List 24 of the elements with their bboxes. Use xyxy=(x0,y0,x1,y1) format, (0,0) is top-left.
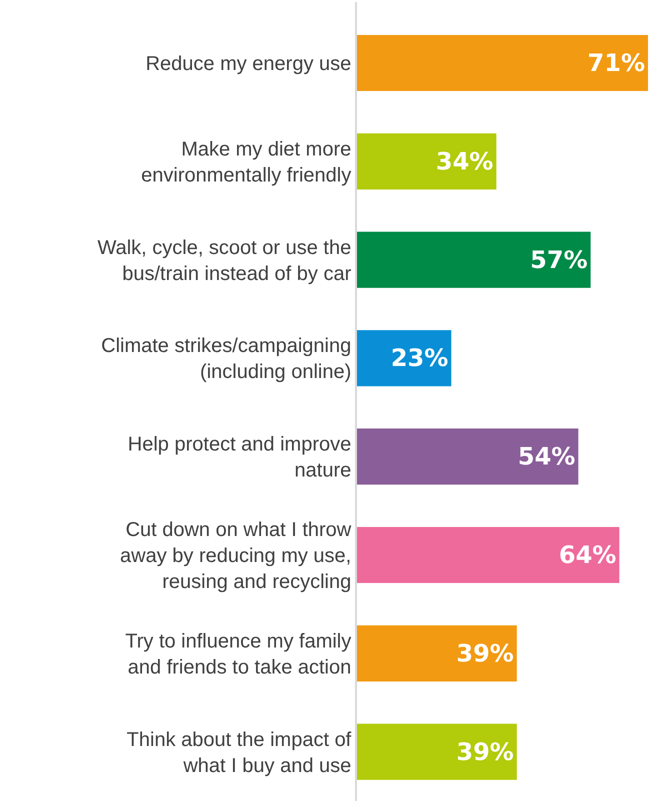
data-label: 39% xyxy=(456,738,514,766)
data-label: 64% xyxy=(558,541,616,570)
data-label: 23% xyxy=(390,344,448,372)
bar xyxy=(357,133,496,190)
bar xyxy=(357,526,620,584)
y-tick-label: Think about the impact of what I buy and use xyxy=(126,728,352,777)
data-label: 39% xyxy=(456,639,514,668)
bar xyxy=(357,330,452,386)
y-tick-label: Walk, cycle, scoot or use the bus/train instead of by car xyxy=(97,236,352,285)
y-tick-label: Help protect and improve nature xyxy=(128,434,352,482)
y-tick-label: Reduce my energy use xyxy=(146,53,352,76)
bar xyxy=(357,428,578,485)
y-tick-label: Cut down on what I throw away by reducing my use, reusing and recycling xyxy=(120,519,352,593)
data-label: 54% xyxy=(518,442,576,471)
y-tick-label: Climate strikes/campaigning (including online) xyxy=(101,335,352,384)
y-tick-label: Make my diet more environmentally friendly xyxy=(141,138,352,186)
bar xyxy=(357,34,648,92)
bar xyxy=(357,625,517,682)
bar xyxy=(357,724,517,780)
data-label: 71% xyxy=(588,49,645,78)
data-label: 57% xyxy=(530,246,588,274)
y-tick-label: Try to influence my family and friends to take action xyxy=(125,630,352,678)
bar xyxy=(357,232,591,288)
data-label: 34% xyxy=(436,147,494,176)
